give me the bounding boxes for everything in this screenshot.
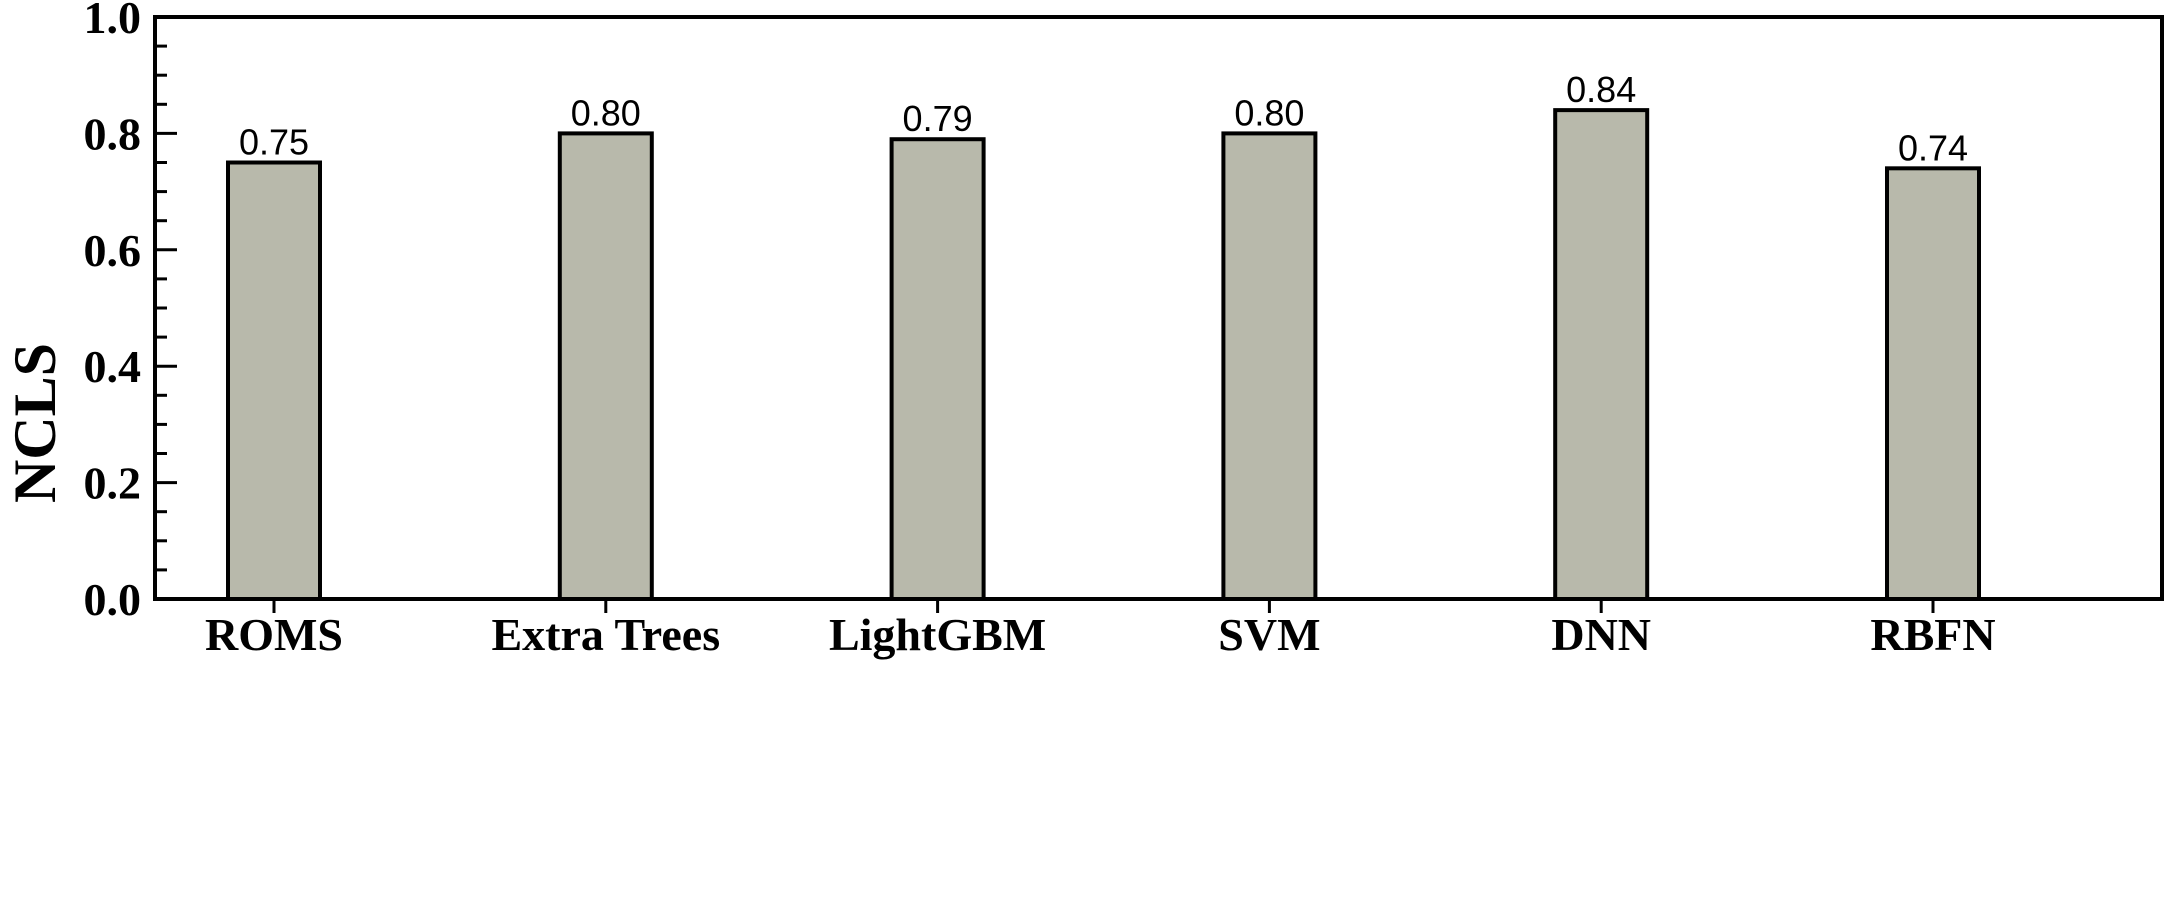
bar-value-label: 0.75 (239, 122, 309, 163)
y-tick-label: 0.6 (84, 225, 142, 276)
y-tick-label: 0.4 (84, 341, 142, 392)
bar-value-label: 0.80 (571, 92, 641, 133)
bar-dnn (1553, 108, 1650, 602)
y-axis: 0.0 0.2 0.4 0.6 0.8 1.0 (84, 0, 177, 625)
x-tick-label: RBFN (1870, 609, 1995, 660)
bar-extra-trees (557, 131, 654, 601)
bar-lightgbm (889, 137, 986, 601)
bar-rbfn (1885, 166, 1981, 601)
x-tick-label: LightGBM (829, 609, 1046, 660)
y-tick-label: 0.8 (84, 108, 142, 159)
plot-frame (153, 15, 2164, 601)
x-tick-label: SVM (1218, 609, 1320, 660)
x-tick-label: DNN (1551, 609, 1651, 660)
x-axis: ROMS Extra Trees LightGBM SVM DNN RBFN (205, 599, 1996, 660)
x-tick-label: Extra Trees (491, 609, 720, 660)
x-tick-label: ROMS (205, 609, 343, 660)
bar-value-label: 0.84 (1566, 69, 1636, 110)
bar-value-label: 0.74 (1898, 127, 1968, 168)
bar-roms (226, 160, 322, 601)
y-tick-label: 0.2 (84, 458, 142, 509)
y-tick-label: 1.0 (84, 0, 142, 43)
y-tick-label: 0.0 (84, 574, 142, 625)
bar-svm (1221, 131, 1318, 601)
bar-value-label: 0.80 (1234, 92, 1304, 133)
bar-value-label: 0.79 (903, 98, 973, 139)
bars: 0.75 0.80 0.79 0.80 0.84 0.74 (226, 69, 1981, 602)
y-axis-title: NCLS (2, 343, 68, 503)
